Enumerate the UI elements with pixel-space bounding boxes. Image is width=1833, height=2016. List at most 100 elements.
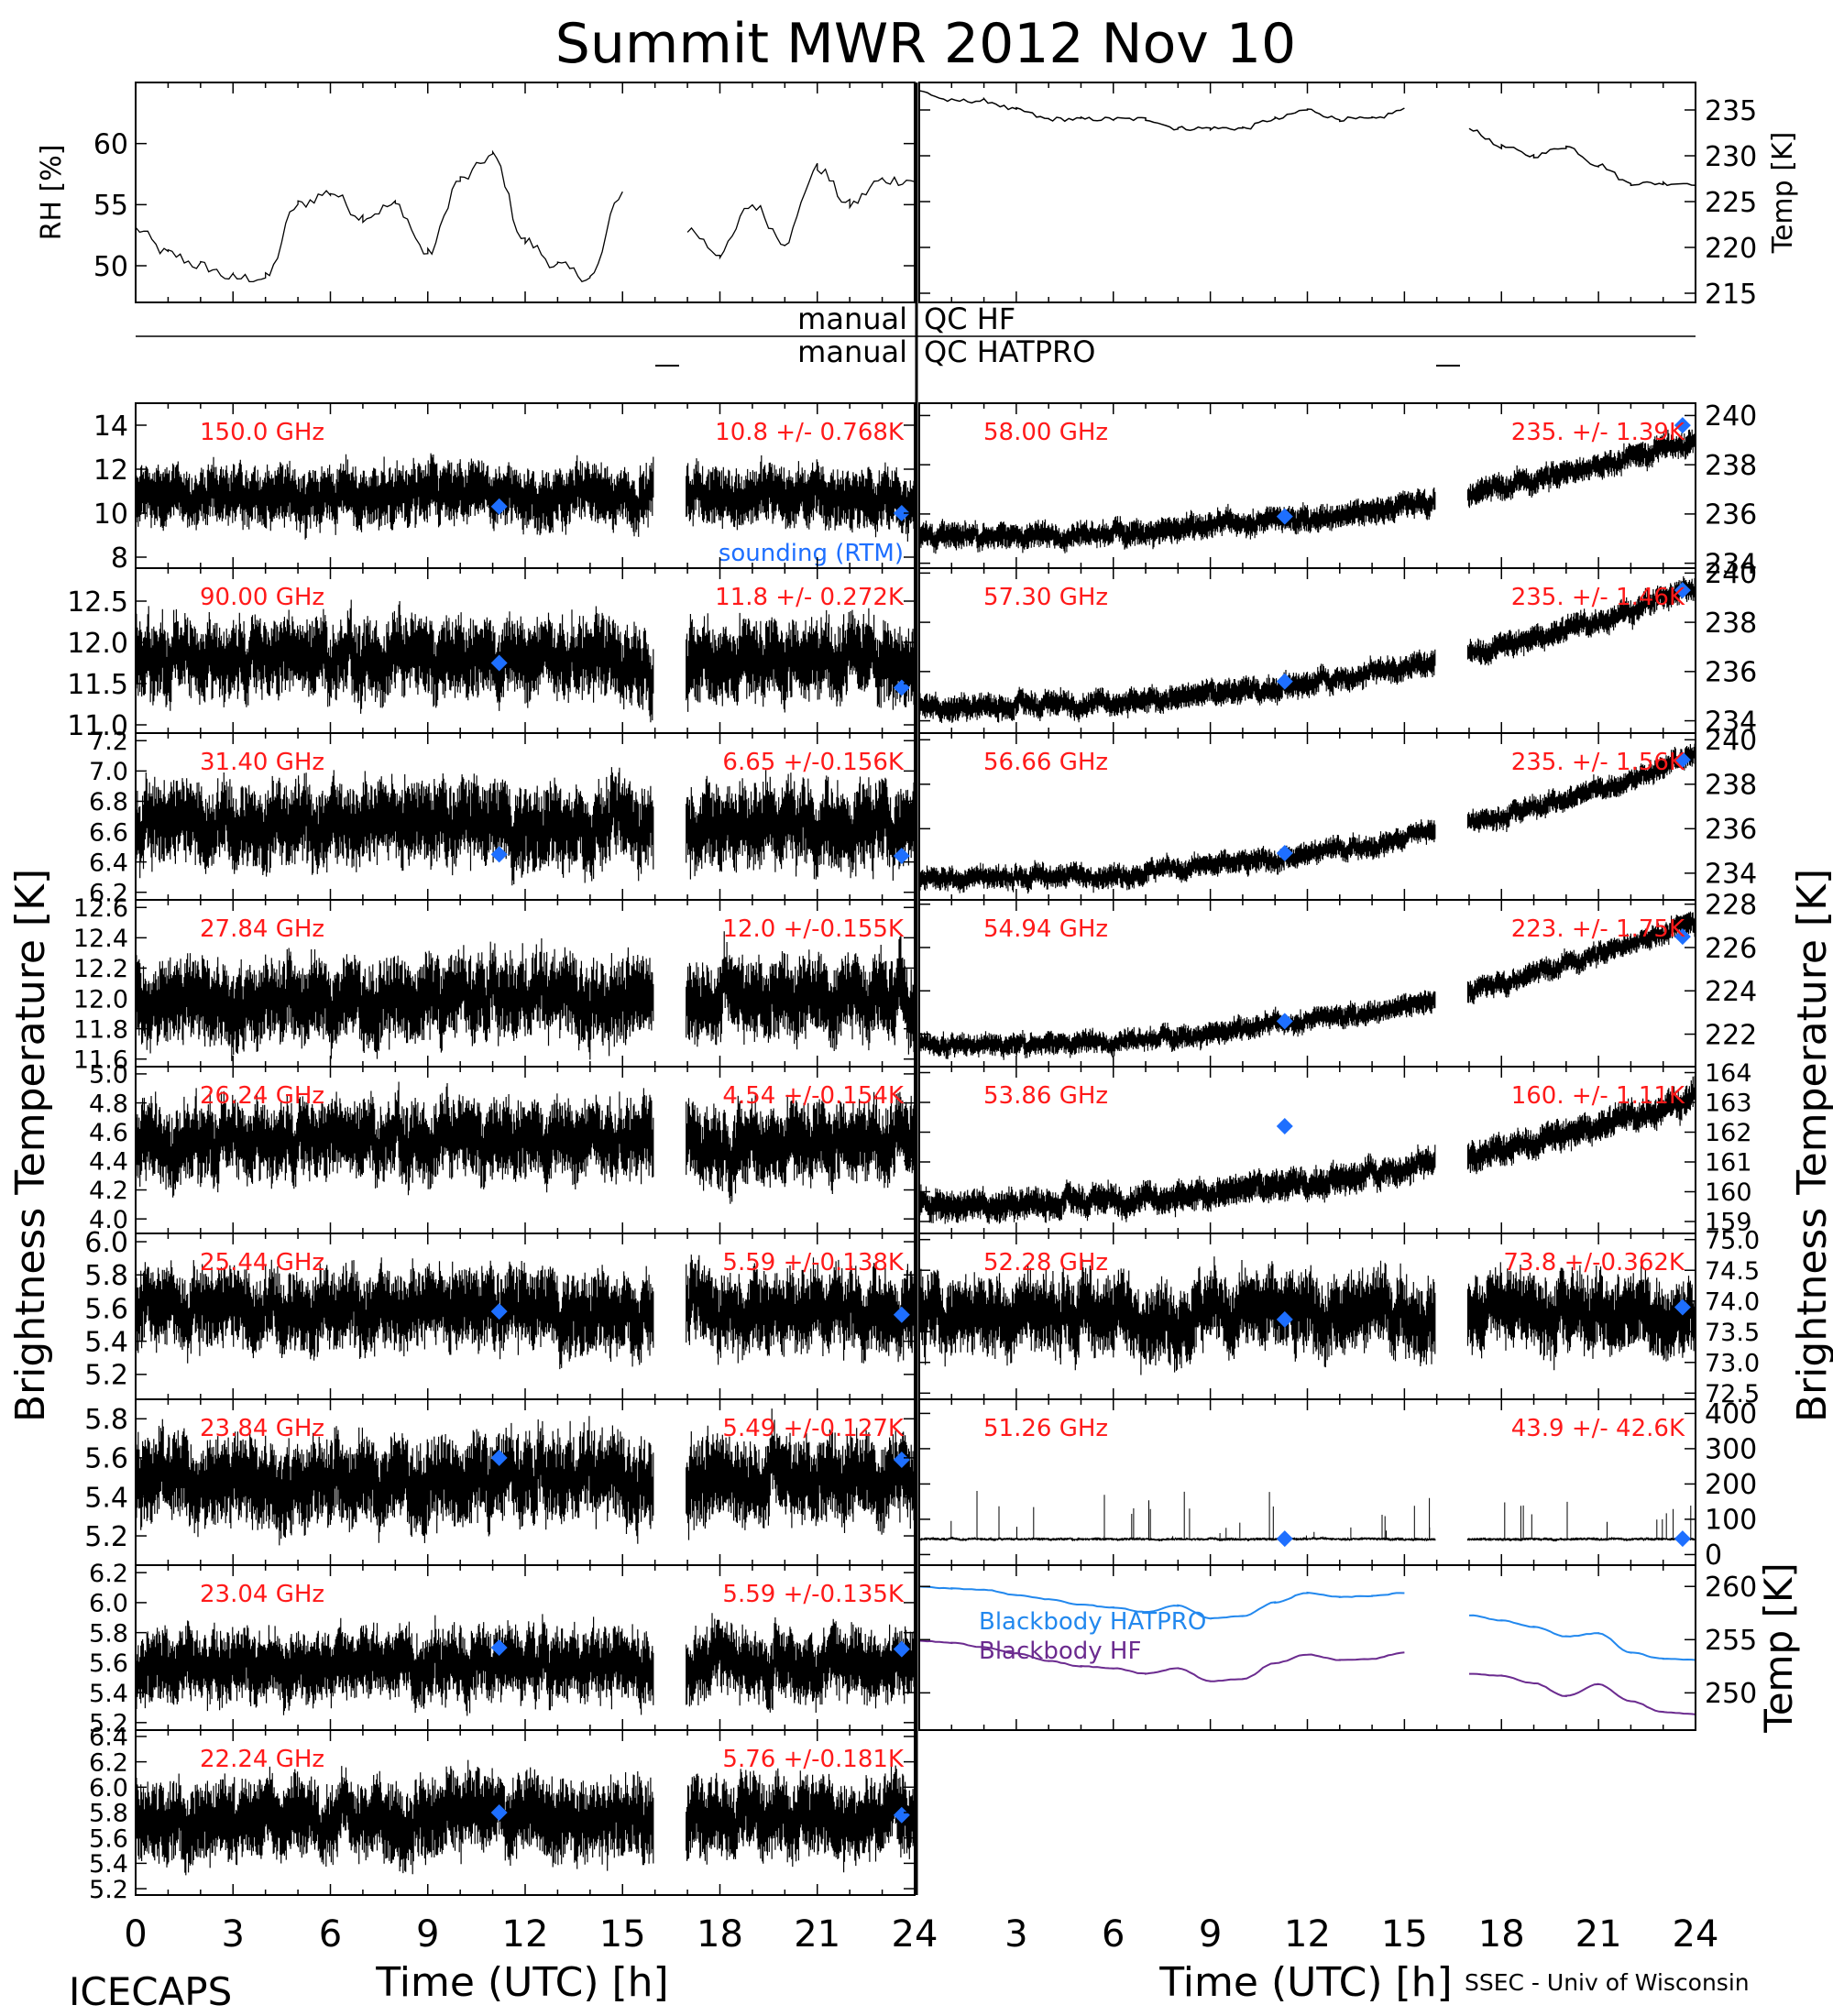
y-tick-label: 236 [1705, 814, 1757, 846]
y-tick-label: 6.0 [84, 1227, 128, 1259]
y-tick-label: 159 [1705, 1209, 1752, 1237]
y-tick-label: 10 [93, 499, 128, 531]
frequency-label: 23.84 GHz [200, 1415, 324, 1442]
panel-left-5-y-ticks: 4.04.24.44.64.85.0 [89, 1061, 915, 1234]
sounding-marker [1674, 751, 1691, 769]
y-tick-label: 161 [1705, 1149, 1752, 1178]
stat-label: 4.54 +/-0.154K [722, 1082, 905, 1110]
panel-left-9-y-ticks: 5.25.45.65.86.06.26.4 [89, 1724, 915, 1904]
stat-label: 5.49 +/-0.127K [722, 1415, 905, 1442]
sounding-marker [490, 654, 508, 672]
x-tick-label: 9 [1199, 1913, 1222, 1956]
y-tick-label: 73.0 [1705, 1349, 1760, 1377]
y-tick-label: 220 [1705, 233, 1757, 265]
stat-label: 5.59 +/-0.135K [722, 1581, 905, 1608]
stat-label: 6.65 +/-0.156K [722, 749, 905, 776]
y-tick-label: 234 [1705, 548, 1757, 580]
frequency-label: 22.24 GHz [200, 1746, 324, 1773]
y-tick-label: 238 [1705, 770, 1757, 802]
legend-entry: Blackbody HF [979, 1638, 1141, 1665]
y-tick-label: 215 [1705, 279, 1757, 311]
x-axis-label-left: Time (UTC) [h] [375, 1959, 668, 2006]
x-tick-label: 6 [1102, 1913, 1125, 1956]
sounding-marker [893, 1806, 910, 1824]
frequency-label: 26.24 GHz [200, 1082, 324, 1110]
sounding-marker [1276, 1310, 1293, 1328]
stat-label: 43.9 +/- 42.6K [1511, 1415, 1685, 1442]
sounding-marker [1276, 1530, 1293, 1548]
x-tick-label: 24 [892, 1913, 938, 1956]
panel-right-4: 54.94 GHz 223. +/- 1.75K [918, 911, 1696, 1060]
y-tick-label: 12.0 [73, 985, 128, 1013]
panel-right-8-y-ticks: 250 255 260 [919, 1572, 1757, 1710]
frequency-label: 52.28 GHz [983, 1249, 1108, 1276]
panel-right-2-y-ticks: 234 236 238 240 [919, 558, 1757, 738]
y-tick-label: 5.6 [89, 1824, 128, 1853]
footer-ssec: SSEC - Univ of Wisconsin [1465, 1969, 1750, 1996]
footer-icecaps: ICECAPS [69, 1969, 232, 2014]
x-tick-label: 24 [1673, 1913, 1719, 1956]
frequency-label: 53.86 GHz [983, 1082, 1108, 1110]
y-tick-label: 4.6 [89, 1119, 128, 1147]
y-tick-label: 5.6 [89, 1649, 128, 1678]
y-tick-label: 6.2 [89, 1560, 128, 1588]
x-tick-label: 18 [697, 1913, 743, 1956]
panel-left-9: 22.24 GHz 5.76 +/-0.181K [135, 1746, 915, 1876]
y-tick-label: 6.4 [89, 1724, 128, 1752]
sounding-marker [893, 1306, 910, 1323]
panel-right-3-x-ticks [918, 733, 1696, 900]
sounding-marker [490, 1449, 508, 1466]
y-tick-label: 200 [1705, 1469, 1757, 1501]
line-top-left-0 [135, 149, 916, 283]
panel-right-5: 53.86 GHz 160. +/- 1.11K [918, 1076, 1696, 1224]
x-tick-label: 12 [502, 1913, 549, 1956]
series-left-2 [135, 599, 915, 723]
outlier-spikes [950, 1491, 1692, 1539]
panel-right-1-y-ticks: 234 236 238 240 [919, 400, 1757, 580]
series-left-9 [135, 1759, 915, 1876]
y-tick-label: 6.6 [89, 818, 128, 847]
panel-left-8-y-ticks: 5.25.45.65.86.06.2 [89, 1560, 915, 1738]
y-tick-label: 75.0 [1705, 1226, 1760, 1255]
panel-right-4-y-ticks: 222 224 226 228 [919, 890, 1757, 1051]
y-tick-label: 0 [1705, 1539, 1722, 1572]
line-right-8-1 [918, 1639, 1696, 1715]
panel-left-6: 25.44 GHz 5.59 +/-0.138K [135, 1249, 915, 1370]
sounding-marker [490, 846, 508, 863]
y-tick-label: 5.8 [84, 1404, 128, 1436]
qc-hatpro-label: QC HATPRO [924, 334, 1095, 369]
series-left-4 [135, 931, 915, 1061]
y-tick-label: 5.8 [89, 1800, 128, 1828]
x-tick-label: 6 [319, 1913, 342, 1956]
frequency-label: 56.66 GHz [983, 749, 1108, 776]
y-tick-label: 50 [93, 251, 128, 283]
sounding-marker [1276, 508, 1293, 525]
y-tick-label: 55 [93, 190, 128, 222]
sounding-marker [1674, 417, 1691, 434]
stat-label: 235. +/- 1.39K [1511, 419, 1685, 446]
x-tick-label: 15 [599, 1913, 646, 1956]
panel-top-left-y-ticks: 50 55 60 [93, 128, 915, 283]
legend-entry: Blackbody HATPRO [979, 1608, 1206, 1636]
y-tick-label: 255 [1705, 1625, 1757, 1657]
y-tick-label: 100 [1705, 1505, 1757, 1537]
x-tick-label: 15 [1381, 1913, 1428, 1956]
line-top-right-0 [918, 90, 1696, 187]
y-tick-label: 6.0 [89, 1774, 128, 1802]
panel-left-6-y-ticks: 5.25.45.65.86.0 [84, 1227, 915, 1392]
frequency-label: 150.0 GHz [200, 419, 324, 446]
stat-label: 10.8 +/- 0.768K [715, 419, 905, 446]
y-tick-label: 5.6 [84, 1443, 128, 1475]
y-tick-label: 163 [1705, 1090, 1752, 1118]
y-tick-label: 240 [1705, 725, 1757, 757]
y-tick-label: 260 [1705, 1572, 1757, 1604]
y-axis-label: Temp [K] [1756, 1562, 1801, 1734]
y-tick-label: 5.4 [84, 1326, 128, 1358]
panel-right-3-y-ticks: 234 236 238 240 [919, 725, 1757, 891]
sounding-marker [893, 505, 910, 521]
series-right-1 [918, 429, 1696, 554]
series-left-1 [135, 453, 915, 542]
